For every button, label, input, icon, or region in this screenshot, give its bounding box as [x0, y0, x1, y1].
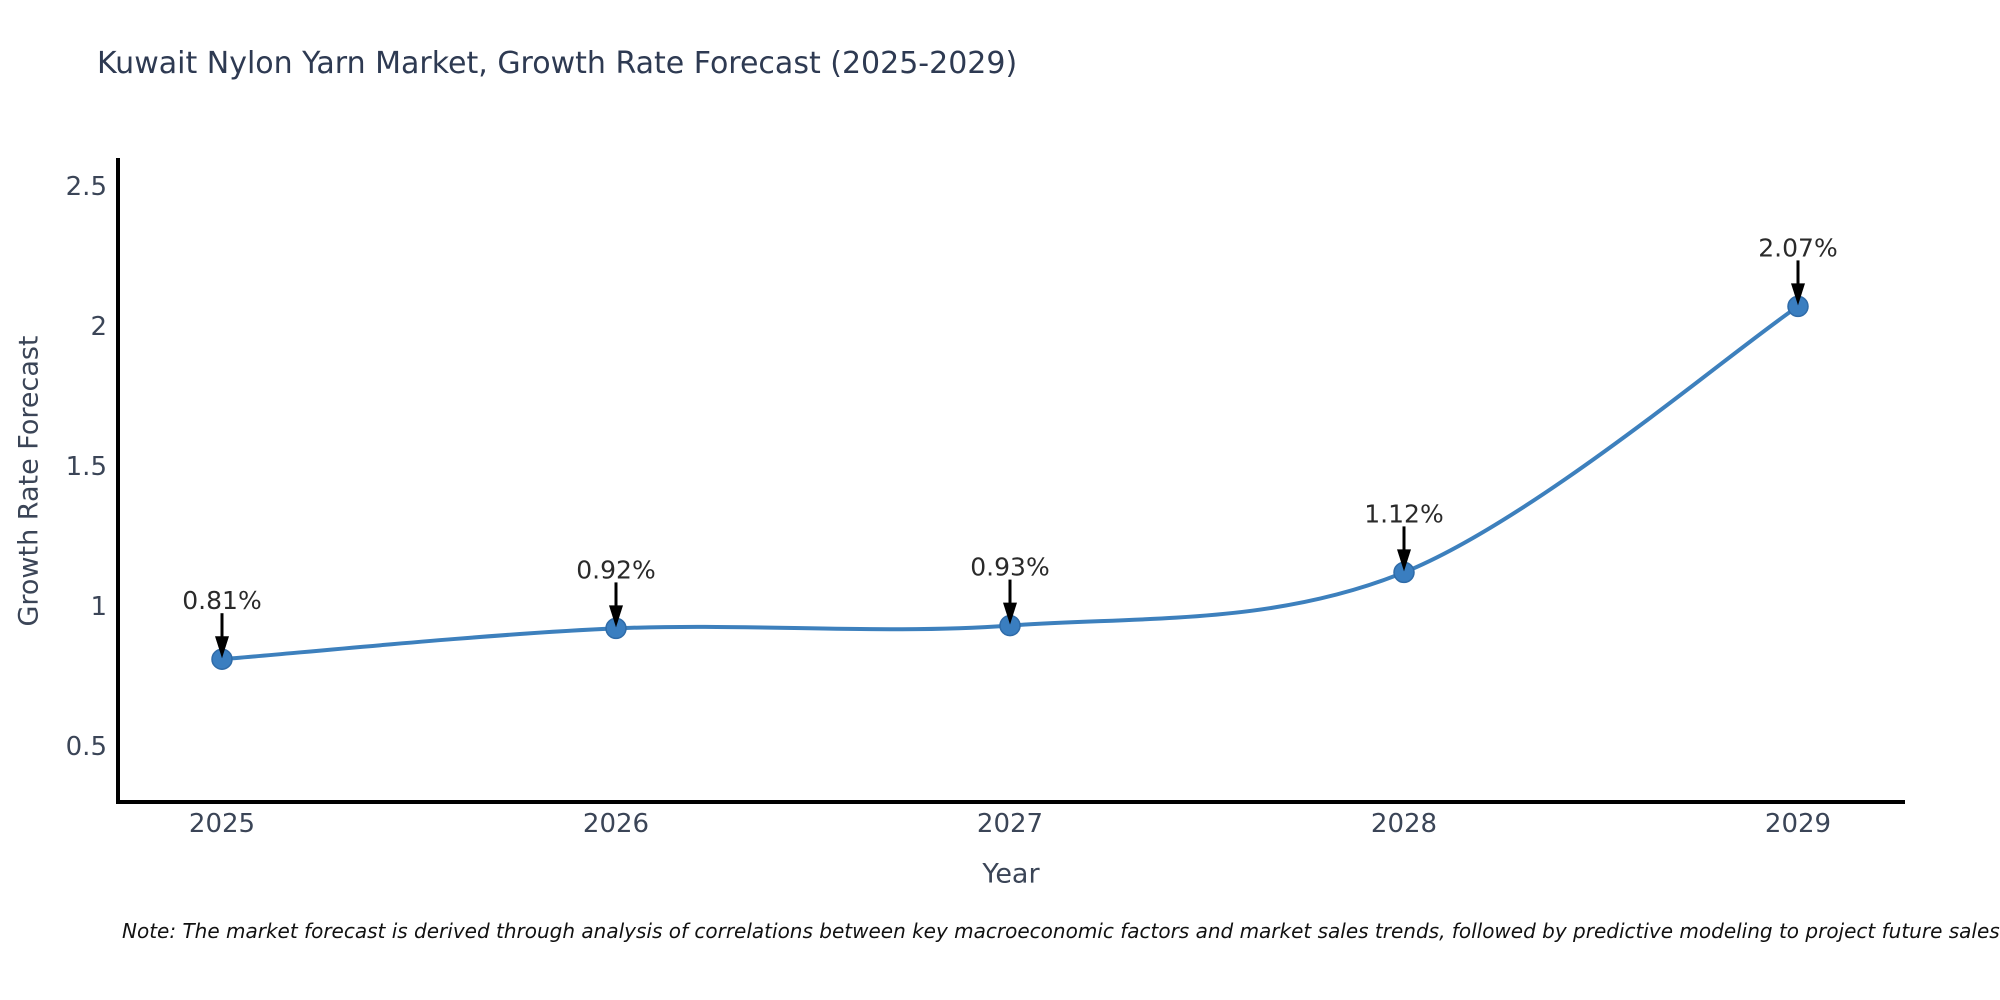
x-tick-label: 2027: [977, 809, 1043, 839]
chart-title: Kuwait Nylon Yarn Market, Growth Rate Fo…: [97, 46, 1018, 81]
annotation-arrow-head: [1397, 549, 1411, 572]
x-tick-label: 2026: [583, 809, 649, 839]
y-tick-label: 0.5: [66, 732, 107, 762]
x-tick-label: 2025: [189, 809, 255, 839]
x-axis-label: Year: [982, 858, 1040, 890]
y-tick-label: 1.5: [66, 452, 107, 482]
point-annotation-label: 0.92%: [576, 555, 655, 584]
point-annotation-label: 0.81%: [182, 586, 261, 615]
point-annotation-label: 1.12%: [1364, 499, 1443, 528]
annotation-arrow-head: [215, 636, 229, 659]
y-tick-label: 2: [90, 312, 107, 342]
y-tick-label: 1: [90, 592, 107, 622]
point-annotation-label: 2.07%: [1758, 233, 1837, 262]
annotation-arrow-head: [609, 605, 623, 628]
annotation-arrow-head: [1003, 602, 1017, 625]
annotation-arrow-head: [1791, 283, 1805, 306]
y-tick-label: 2.5: [66, 172, 107, 202]
x-tick-label: 2028: [1371, 809, 1437, 839]
footnote: Note: The market forecast is derived thr…: [122, 919, 2000, 943]
x-tick-label: 2029: [1765, 809, 1831, 839]
point-annotation-label: 0.93%: [970, 553, 1049, 582]
